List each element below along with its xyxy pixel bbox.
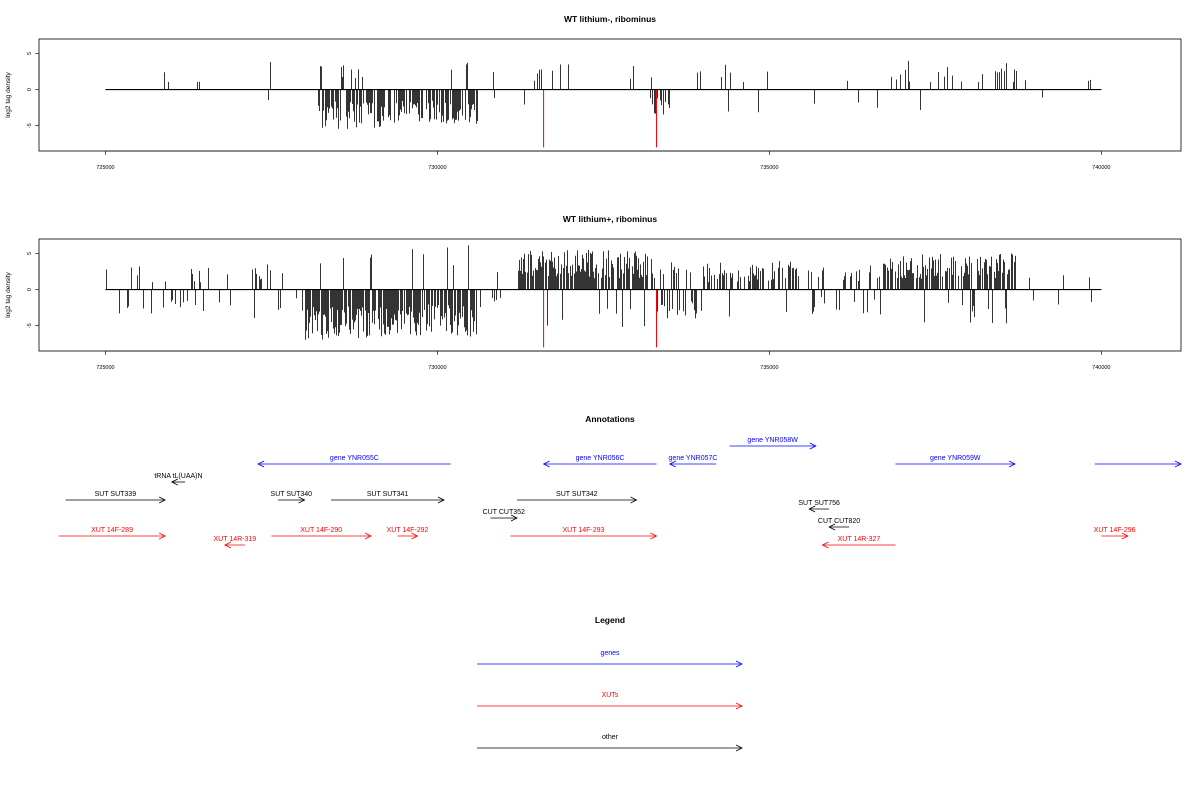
annotations-track: Annotations gene YNR055C gene YNR056C gene… — [58, 414, 1182, 549]
y-tick-label: 0 — [27, 88, 33, 91]
annotation-label: CUT CUT352 — [483, 509, 525, 516]
y-axis: -5 0 5 — [27, 52, 40, 128]
x-tick-label: 725000 — [96, 165, 114, 171]
legend: Legend genes XUTs other — [477, 615, 743, 752]
annotation-arrow: CUT CUT820 — [818, 518, 860, 531]
x-tick-label: 730000 — [428, 165, 446, 171]
y-tick-label: -5 — [27, 123, 33, 128]
legend-item: XUTs — [477, 692, 743, 710]
y-axis-label: log2 tag density — [5, 271, 12, 317]
annotation-label: XUT 14R-327 — [838, 536, 881, 543]
annotation-label: SUT SUT756 — [798, 500, 840, 507]
annotation-label: tRNA tL(UAA)N — [154, 473, 202, 480]
x-axis: 725000 730000 735000 740000 — [96, 350, 1111, 371]
annotation-arrow: gene YNR057C — [669, 455, 718, 468]
legend-label: other — [602, 734, 619, 741]
y-axis-label: log2 tag density — [5, 71, 12, 117]
annotation-arrow: XUT 14R-327 — [821, 536, 896, 549]
track-panel-lithium-minus: WT lithium-, ribominus 725000 730000 73500… — [5, 14, 1182, 171]
annotation-arrow: XUT 14R-319 — [214, 536, 257, 549]
x-axis: 725000 730000 735000 740000 — [96, 150, 1111, 171]
annotation-arrow: CUT CUT352 — [483, 509, 525, 522]
y-tick-label: -5 — [27, 323, 33, 328]
annotation-label: gene YNR055C — [330, 455, 379, 462]
y-tick-label: 0 — [27, 288, 33, 291]
annotation-arrow: XUT 14F-296 — [1094, 527, 1136, 540]
annotation-label: XUT 14F-296 — [1094, 527, 1136, 534]
y-tick-label: 5 — [27, 52, 33, 55]
annotation-arrow: SUT SUT756 — [798, 500, 840, 513]
legend-items: genes XUTs other — [477, 650, 743, 752]
track-panel-lithium-plus: WT lithium+, ribominus 725000 730000 73500… — [5, 214, 1182, 371]
annotation-arrow: SUT SUT340 — [271, 491, 313, 504]
annotation-label: CUT CUT820 — [818, 518, 860, 525]
annotation-arrow: gene YNR055C — [257, 455, 451, 468]
legend-item: other — [477, 734, 743, 752]
annotation-label: SUT SUT340 — [271, 491, 313, 498]
annotation-arrow — [1094, 460, 1182, 468]
annotation-arrow: gene YNR059W — [895, 455, 1016, 468]
y-tick-label: 5 — [27, 252, 33, 255]
panel-title: WT lithium-, ribominus — [564, 14, 656, 24]
annotation-label: XUT 14F-289 — [91, 527, 133, 534]
annotation-arrow: tRNA tL(UAA)N — [154, 473, 203, 486]
annotation-arrow: SUT SUT339 — [65, 491, 167, 504]
annotation-arrow: SUT SUT341 — [331, 491, 445, 504]
annotation-arrow: SUT SUT342 — [517, 491, 638, 504]
signal-bars — [164, 60, 1091, 129]
annotation-arrow: gene YNR056C — [542, 455, 657, 468]
annotation-arrow: gene YNR058W — [729, 437, 817, 450]
x-tick-label: 740000 — [1092, 365, 1110, 371]
annotations-title: Annotations — [585, 414, 635, 424]
x-tick-label: 735000 — [760, 165, 778, 171]
legend-item: genes — [477, 650, 743, 668]
y-axis: -5 0 5 — [27, 252, 40, 328]
annotation-label: XUT 14R-319 — [214, 536, 257, 543]
annotation-arrow: XUT 14F-292 — [387, 527, 429, 540]
annotation-label: SUT SUT342 — [556, 491, 598, 498]
annotation-items: gene YNR055C gene YNR056C gene YNR057C gene… — [58, 437, 1182, 549]
x-tick-label: 735000 — [760, 365, 778, 371]
highlight-marks — [543, 289, 657, 348]
signal-bars — [106, 245, 1092, 340]
highlight-marks — [543, 89, 657, 148]
annotation-label: XUT 14F-293 — [562, 527, 604, 534]
annotation-label: gene YNR056C — [576, 455, 625, 462]
annotation-label: XUT 14F-292 — [387, 527, 429, 534]
annotation-label: SUT SUT341 — [367, 491, 409, 498]
legend-label: genes — [600, 650, 620, 657]
x-tick-label: 740000 — [1092, 165, 1110, 171]
annotation-label: XUT 14F-290 — [300, 527, 342, 534]
legend-title: Legend — [595, 615, 625, 625]
annotation-arrow: XUT 14F-293 — [510, 527, 658, 540]
annotation-label: gene YNR058W — [747, 437, 798, 444]
panel-title: WT lithium+, ribominus — [563, 214, 657, 224]
annotation-label: SUT SUT339 — [95, 491, 137, 498]
x-tick-label: 730000 — [428, 365, 446, 371]
annotation-arrow: XUT 14F-290 — [271, 527, 372, 540]
annotation-label: gene YNR057C — [669, 455, 718, 462]
annotation-label: gene YNR059W — [930, 455, 981, 462]
legend-label: XUTs — [602, 692, 619, 699]
annotation-arrow: XUT 14F-289 — [58, 527, 167, 540]
x-tick-label: 725000 — [96, 365, 114, 371]
